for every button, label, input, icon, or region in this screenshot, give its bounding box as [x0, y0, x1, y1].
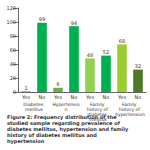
svg-text:No: No [71, 94, 78, 100]
svg-text:120: 120 [6, 5, 16, 11]
svg-text:hypertension: hypertension [115, 112, 145, 117]
svg-text:52: 52 [103, 49, 109, 55]
svg-text:Figure 2: Frequency distributi: Figure 2: Frequency distribution of the [7, 114, 119, 120]
svg-text:Yes: Yes [53, 94, 62, 100]
svg-text:20: 20 [10, 75, 16, 81]
svg-text:diabetes mellitus, hypertensio: diabetes mellitus, hypertension and fami… [7, 126, 130, 132]
svg-text:history of: history of [118, 107, 142, 112]
svg-text:1: 1 [24, 85, 27, 91]
svg-text:99: 99 [39, 16, 45, 22]
svg-text:Family: Family [90, 102, 106, 107]
svg-text:60: 60 [10, 47, 16, 53]
svg-text:40: 40 [10, 61, 16, 67]
svg-text:Family: Family [122, 102, 138, 107]
svg-text:6: 6 [56, 81, 59, 87]
svg-text:studied sample regarding preva: studied sample regarding prevalence of [7, 120, 122, 126]
svg-text:hypertension: hypertension [7, 138, 45, 145]
svg-text:Diabetes: Diabetes [23, 102, 45, 107]
svg-text:48: 48 [87, 52, 93, 58]
svg-text:n: n [65, 107, 68, 112]
svg-text:80: 80 [10, 33, 16, 39]
svg-text:No: No [135, 94, 142, 100]
svg-text:94: 94 [71, 20, 77, 26]
svg-text:No: No [103, 94, 110, 100]
svg-text:Yes: Yes [21, 94, 30, 100]
svg-text:Hypertensio: Hypertensio [52, 102, 80, 107]
svg-text:100: 100 [6, 19, 16, 25]
svg-text:32: 32 [135, 63, 141, 69]
svg-text:history of diabetes mellitus a: history of diabetes mellitus and [7, 132, 99, 138]
svg-text:history of: history of [86, 107, 110, 112]
svg-text:mellitus: mellitus [25, 107, 44, 112]
svg-text:68: 68 [119, 38, 125, 44]
svg-text:Yes: Yes [117, 94, 126, 100]
svg-text:No: No [39, 94, 46, 100]
svg-text:0: 0 [13, 89, 16, 95]
svg-text:Yes: Yes [85, 94, 94, 100]
